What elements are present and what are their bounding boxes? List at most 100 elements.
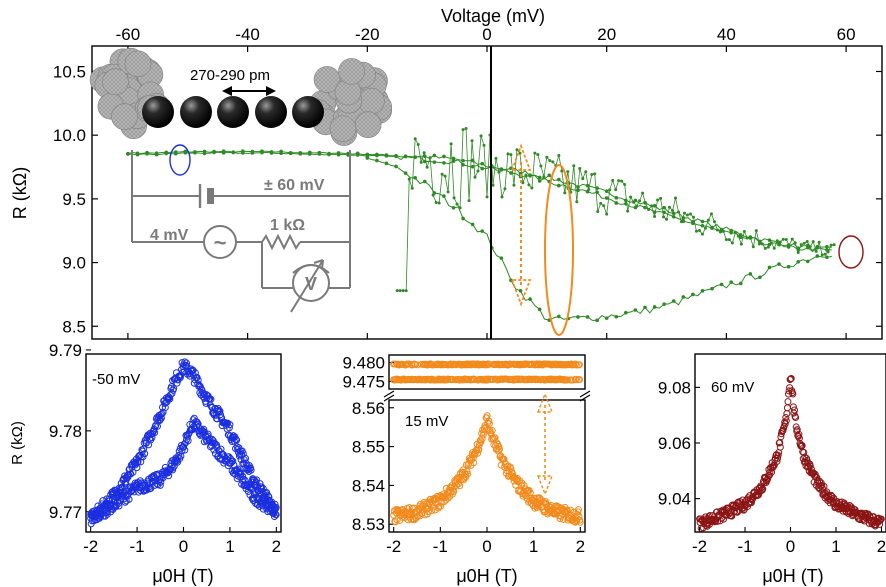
noise-point xyxy=(688,212,692,216)
noise-point xyxy=(745,236,749,240)
noise-point xyxy=(521,181,525,185)
sweep-point xyxy=(451,159,456,163)
spacing-arrow xyxy=(222,86,276,96)
data-point xyxy=(229,457,237,465)
sweep-point xyxy=(442,161,446,165)
noise-point xyxy=(503,187,507,191)
sweep-point xyxy=(241,151,245,155)
data-point xyxy=(271,506,279,514)
data-point xyxy=(191,369,199,377)
voltmeter-label: V xyxy=(305,274,317,294)
noise-point xyxy=(473,175,477,179)
sweep-point xyxy=(652,305,657,309)
noise-point xyxy=(599,201,603,205)
noise-point xyxy=(829,243,833,247)
noise-point xyxy=(440,172,444,176)
data-point xyxy=(233,436,241,444)
noise-point xyxy=(635,204,639,208)
sweep-point xyxy=(614,196,619,200)
data-point xyxy=(485,420,493,428)
sweep-point xyxy=(422,179,427,184)
data-point xyxy=(461,470,469,478)
noise-point xyxy=(485,195,489,199)
data-point xyxy=(733,508,741,516)
data-point xyxy=(184,437,192,445)
noise-point xyxy=(665,217,669,221)
sweep-point xyxy=(528,173,532,177)
data-point xyxy=(181,446,189,454)
data-point xyxy=(526,489,534,497)
sweep-point xyxy=(691,292,695,297)
x-tick-label: 2 xyxy=(272,537,281,556)
sweep-point xyxy=(384,154,389,158)
noise-point xyxy=(401,289,405,293)
data-point xyxy=(424,508,432,516)
data-point xyxy=(807,465,815,473)
noise-point xyxy=(530,186,534,190)
sweep-point xyxy=(173,151,178,156)
sweep-point xyxy=(480,229,485,233)
noise-point xyxy=(721,229,725,233)
data-point xyxy=(114,491,122,499)
upper-data-point xyxy=(571,360,579,368)
noise-point xyxy=(590,173,594,177)
noise-point xyxy=(826,250,830,254)
sweep-point xyxy=(250,151,255,155)
sweep-point xyxy=(700,289,705,293)
data-point xyxy=(216,407,224,415)
sweep-point xyxy=(164,151,169,156)
chain-atom xyxy=(142,96,174,128)
noise-point xyxy=(602,204,606,208)
noise-point xyxy=(674,196,678,200)
noise-point xyxy=(581,177,585,181)
data-point xyxy=(147,473,155,481)
noise-point xyxy=(811,240,815,244)
data-point xyxy=(811,470,819,478)
main-y-tick-label: 9.0 xyxy=(62,254,86,273)
data-point xyxy=(787,374,795,382)
orange-double-arrow xyxy=(510,143,532,307)
y-tick-label: 9.04 xyxy=(658,490,691,509)
data-point xyxy=(162,399,170,407)
noise-point xyxy=(482,143,486,147)
noise-point xyxy=(751,245,755,249)
data-point xyxy=(476,439,484,447)
main-y-tick-label: 10.0 xyxy=(53,126,86,145)
data-point xyxy=(574,506,582,514)
noise-point xyxy=(632,200,636,204)
sweep-point xyxy=(710,286,714,291)
sweep-point xyxy=(614,201,619,205)
data-point xyxy=(460,474,468,482)
sweep-point xyxy=(729,230,733,235)
chain-atom xyxy=(255,96,287,128)
electrode-atom xyxy=(358,87,385,115)
noise-point xyxy=(497,170,501,174)
main-x-axis-label: Voltage (mV) xyxy=(441,6,545,26)
data-point xyxy=(159,403,167,411)
sweep-point xyxy=(815,254,820,258)
noise-point xyxy=(617,179,621,183)
x-tick-label: 0 xyxy=(482,537,491,556)
x-tick-label: 0 xyxy=(786,537,795,556)
sweep-point xyxy=(557,177,561,182)
sweep-line xyxy=(127,151,832,253)
noise-point xyxy=(766,245,770,249)
data-point xyxy=(810,469,818,477)
noise-point xyxy=(491,183,495,187)
x-tick-label: 0 xyxy=(179,537,188,556)
noise-point xyxy=(700,232,704,236)
data-point xyxy=(246,465,254,473)
sweep-point xyxy=(671,214,676,219)
data-point xyxy=(391,518,399,526)
sweep-point xyxy=(738,235,743,240)
data-point xyxy=(250,490,258,498)
noise-point xyxy=(787,243,791,247)
sweep-point xyxy=(193,150,197,155)
noise-point xyxy=(422,151,426,155)
sweep-point xyxy=(700,223,705,228)
data-point xyxy=(447,488,455,496)
x-tick-label: 2 xyxy=(877,537,886,556)
data-point xyxy=(764,475,772,483)
spacing-label: 270-290 pm xyxy=(190,67,270,84)
